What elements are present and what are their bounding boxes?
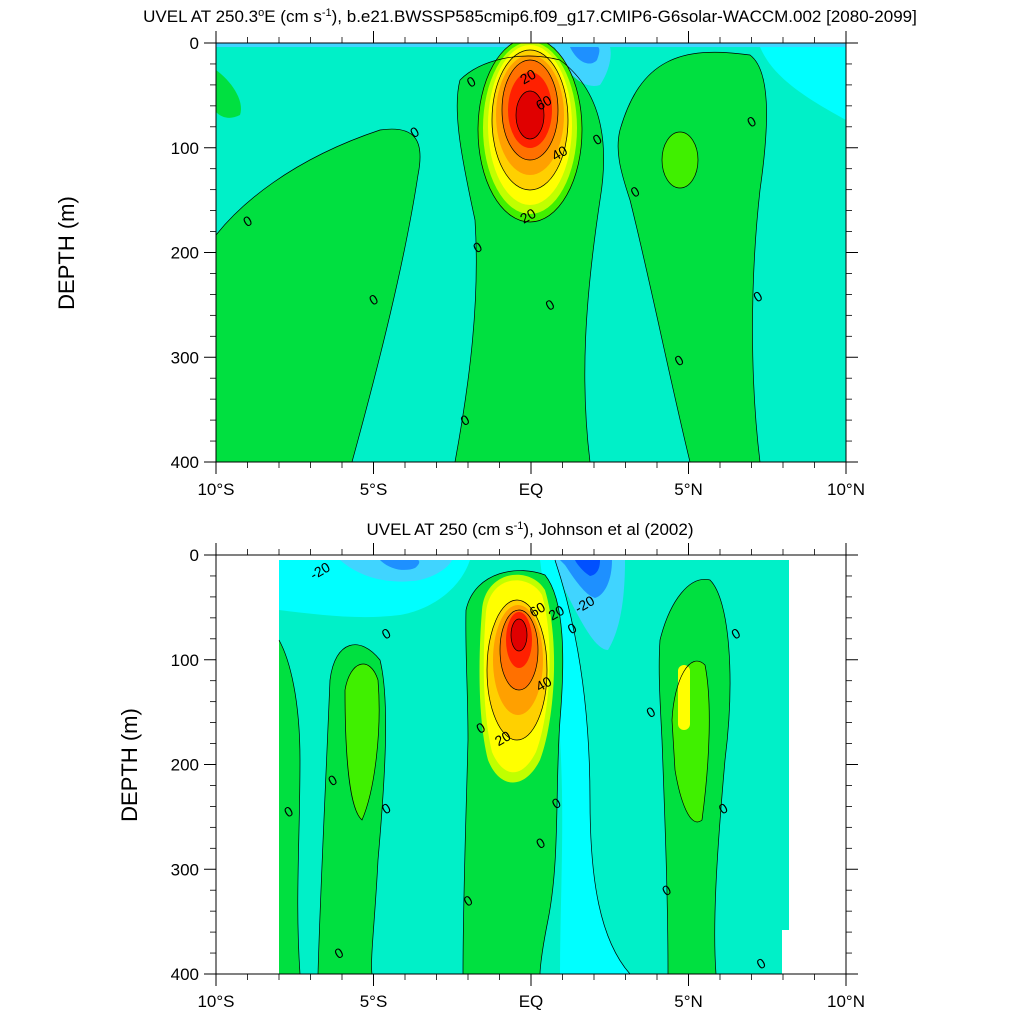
bottom-east-yellow-core: [678, 665, 690, 730]
top-y-tick-label: 400: [171, 453, 199, 472]
bottom-x-tick-label: 10°N: [827, 992, 865, 1011]
bottom-y-tick-label: 200: [171, 756, 199, 775]
top-contour-lines: [216, 43, 767, 462]
bottom-y-tick-label: 100: [171, 651, 199, 670]
bottom-contour-label: 40: [533, 673, 555, 695]
bottom-y-tick-label: 0: [190, 546, 199, 565]
top-x-tick-label: 10°S: [197, 480, 234, 499]
top-contour-label: 20: [517, 66, 539, 88]
top-contour-label: 20: [517, 205, 539, 227]
top-contour-label: 60: [533, 92, 555, 114]
bottom-x-tick-label: 5°S: [360, 992, 388, 1011]
top-y-tick-label: 200: [171, 244, 199, 263]
top-east-core: [662, 132, 698, 188]
top-axes: 10°S 5°S EQ 5°N 10°N 0 100 200 300 400: [171, 31, 865, 499]
top-west-green-region: [216, 129, 421, 462]
top-x-tick-label: 5°N: [674, 480, 703, 499]
top-euc-core: [478, 43, 582, 222]
bottom-x-tick-label: EQ: [519, 992, 544, 1011]
bottom-west-core: [345, 663, 380, 820]
top-east-cyan-region: [760, 47, 846, 120]
bottom-east-fill-strip: [782, 560, 789, 930]
top-west-surface-green: [216, 70, 241, 118]
bottom-missing-west: [216, 555, 279, 974]
top-x-tick-label: 5°S: [360, 480, 388, 499]
bottom-contour-label: 20: [492, 727, 514, 749]
bottom-neg-west-pocket: [340, 560, 452, 582]
top-x-tick-label: EQ: [519, 480, 544, 499]
top-y-axis-label: DEPTH (m): [54, 196, 79, 310]
top-x-tick-label: 10°N: [827, 480, 865, 499]
bottom-contour-label: 20: [545, 602, 567, 624]
top-y-tick-label: 100: [171, 139, 199, 158]
top-y-tick-label: 300: [171, 348, 199, 367]
bottom-west-green-band: [279, 640, 300, 974]
top-y-tick-label: 0: [190, 34, 199, 53]
bottom-euc-core: [479, 574, 555, 783]
bottom-neg-east-mid: [560, 560, 612, 598]
bottom-y-tick-label: 300: [171, 860, 199, 879]
bottom-y-axis-label: DEPTH (m): [117, 708, 142, 822]
bottom-axes: 10°S 5°S EQ 5°N 10°N 0 100 200 300 400: [171, 543, 865, 1011]
bottom-contour-lines: [278, 559, 731, 974]
bottom-neg-east-core: [575, 560, 600, 576]
bottom-chart-title: UVEL AT 250 (cm s-1), Johnson et al (200…: [367, 520, 694, 539]
bottom-x-tick-label: 5°N: [674, 992, 703, 1011]
bottom-x-tick-label: 10°S: [197, 992, 234, 1011]
bottom-neg-west-core: [380, 560, 420, 570]
top-chart-title: UVEL AT 250.3oE (cm s-1), b.e21.BWSSP585…: [143, 7, 917, 26]
bottom-contour-label: 60: [527, 599, 549, 621]
top-contour-label: 40: [549, 142, 571, 164]
top-east-green-region: [618, 52, 767, 462]
bottom-missing-east: [782, 555, 846, 974]
top-neg-surface-core: [570, 47, 600, 64]
bottom-y-tick-label: 400: [171, 965, 199, 984]
